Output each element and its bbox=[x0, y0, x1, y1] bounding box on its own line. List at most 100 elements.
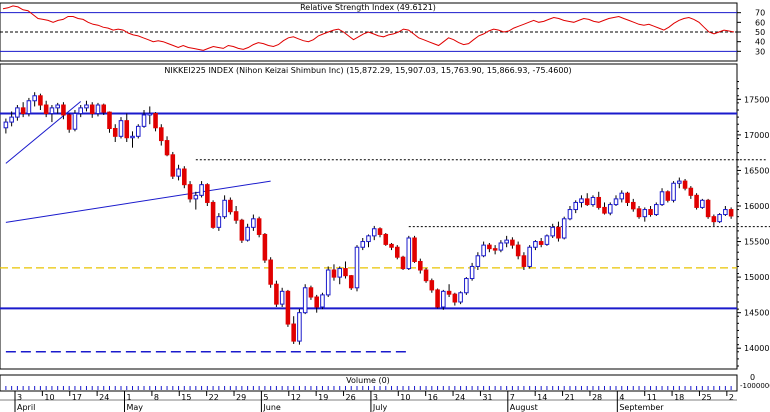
date-tick-label: 25 bbox=[701, 393, 711, 402]
volume-bar bbox=[270, 386, 272, 390]
date-tick-label: 11 bbox=[647, 393, 657, 402]
volume-bar bbox=[724, 386, 726, 390]
candle bbox=[464, 277, 469, 295]
volume-bar bbox=[419, 386, 421, 390]
candle-body bbox=[556, 226, 561, 239]
date-tick-label: 16 bbox=[428, 393, 438, 402]
candle bbox=[723, 206, 728, 216]
price-panel: NIKKEI225 INDEX (Nihon Keizai Shimbun In… bbox=[0, 63, 770, 370]
candle-body bbox=[694, 194, 699, 208]
volume-bar bbox=[696, 386, 698, 390]
candle-body bbox=[268, 259, 273, 285]
candle bbox=[642, 207, 648, 222]
candle bbox=[406, 235, 412, 270]
candle bbox=[239, 218, 245, 243]
candle-body bbox=[32, 95, 37, 102]
volume-bar bbox=[391, 386, 393, 390]
candle bbox=[38, 93, 43, 110]
candle-body bbox=[205, 184, 210, 203]
candle bbox=[567, 206, 573, 221]
volume-bar bbox=[655, 386, 657, 390]
candle-body bbox=[429, 280, 435, 291]
candle-body bbox=[636, 208, 642, 218]
candle-body bbox=[377, 228, 383, 235]
candle-body bbox=[89, 104, 95, 115]
candle-body bbox=[124, 120, 130, 139]
candle-body bbox=[700, 199, 705, 208]
candle-body bbox=[717, 214, 722, 223]
candle-body bbox=[510, 239, 515, 246]
candle-body bbox=[66, 114, 72, 130]
date-tick-label: 5 bbox=[263, 393, 268, 402]
candle-body bbox=[233, 211, 239, 221]
volume-bar bbox=[339, 386, 341, 390]
candle-body bbox=[187, 184, 193, 200]
candle-body bbox=[320, 294, 325, 308]
candle-body bbox=[49, 107, 55, 115]
volume-bar bbox=[408, 386, 410, 390]
candle-body bbox=[498, 242, 504, 251]
volume-bar bbox=[137, 386, 139, 390]
candle-body bbox=[584, 198, 590, 206]
volume-bar bbox=[580, 386, 582, 390]
volume-bar bbox=[402, 386, 404, 390]
candle bbox=[515, 241, 521, 260]
volume-bar bbox=[143, 386, 145, 390]
candle-body bbox=[682, 180, 688, 189]
candle bbox=[245, 223, 250, 242]
candle bbox=[297, 309, 302, 345]
candle-body bbox=[95, 104, 101, 115]
candle bbox=[89, 102, 95, 118]
candle bbox=[711, 214, 717, 226]
candle bbox=[452, 292, 458, 306]
candle bbox=[135, 124, 141, 139]
volume-tick-0: 0 bbox=[750, 373, 755, 382]
candle-body bbox=[504, 239, 509, 244]
candle-body bbox=[538, 241, 544, 245]
candle bbox=[538, 238, 544, 248]
candle bbox=[550, 223, 555, 238]
candle-body bbox=[590, 196, 596, 206]
volume-bar bbox=[373, 386, 375, 390]
candle bbox=[95, 102, 101, 117]
candle bbox=[251, 214, 256, 231]
candle-body bbox=[435, 289, 440, 308]
candle bbox=[268, 257, 273, 288]
volume-bar bbox=[304, 386, 306, 390]
candle-body bbox=[3, 121, 9, 129]
volume-bar bbox=[540, 386, 542, 390]
candle-body bbox=[567, 209, 573, 220]
candle-body bbox=[441, 290, 446, 308]
candle-body bbox=[176, 168, 181, 177]
volume-bar bbox=[632, 386, 634, 390]
volume-bar bbox=[28, 386, 30, 390]
candle-body bbox=[607, 204, 613, 214]
candle-body bbox=[285, 290, 291, 325]
volume-bar bbox=[557, 386, 559, 390]
candle bbox=[602, 202, 607, 215]
candle bbox=[527, 245, 532, 269]
volume-bar bbox=[661, 386, 663, 390]
volume-bar bbox=[454, 386, 456, 390]
volume-bar bbox=[39, 386, 41, 390]
candle bbox=[360, 238, 366, 251]
volume-bar bbox=[460, 386, 462, 390]
candle bbox=[325, 266, 331, 298]
volume-bar bbox=[598, 386, 600, 390]
candle bbox=[728, 207, 734, 219]
volume-bar bbox=[448, 386, 450, 390]
candle-body bbox=[26, 100, 32, 115]
candle-body bbox=[648, 209, 653, 216]
volume-bar bbox=[206, 386, 208, 390]
candle-body bbox=[550, 226, 555, 237]
candle bbox=[302, 284, 308, 315]
date-tick-label: 31 bbox=[482, 393, 492, 402]
price-tick-label: 16000 bbox=[744, 202, 769, 211]
candle-body bbox=[458, 292, 463, 303]
volume-bar bbox=[609, 386, 611, 390]
volume-bar bbox=[264, 386, 266, 390]
candle bbox=[331, 264, 337, 281]
candle bbox=[487, 242, 492, 253]
volume-bar bbox=[91, 386, 93, 390]
candle bbox=[78, 105, 83, 118]
